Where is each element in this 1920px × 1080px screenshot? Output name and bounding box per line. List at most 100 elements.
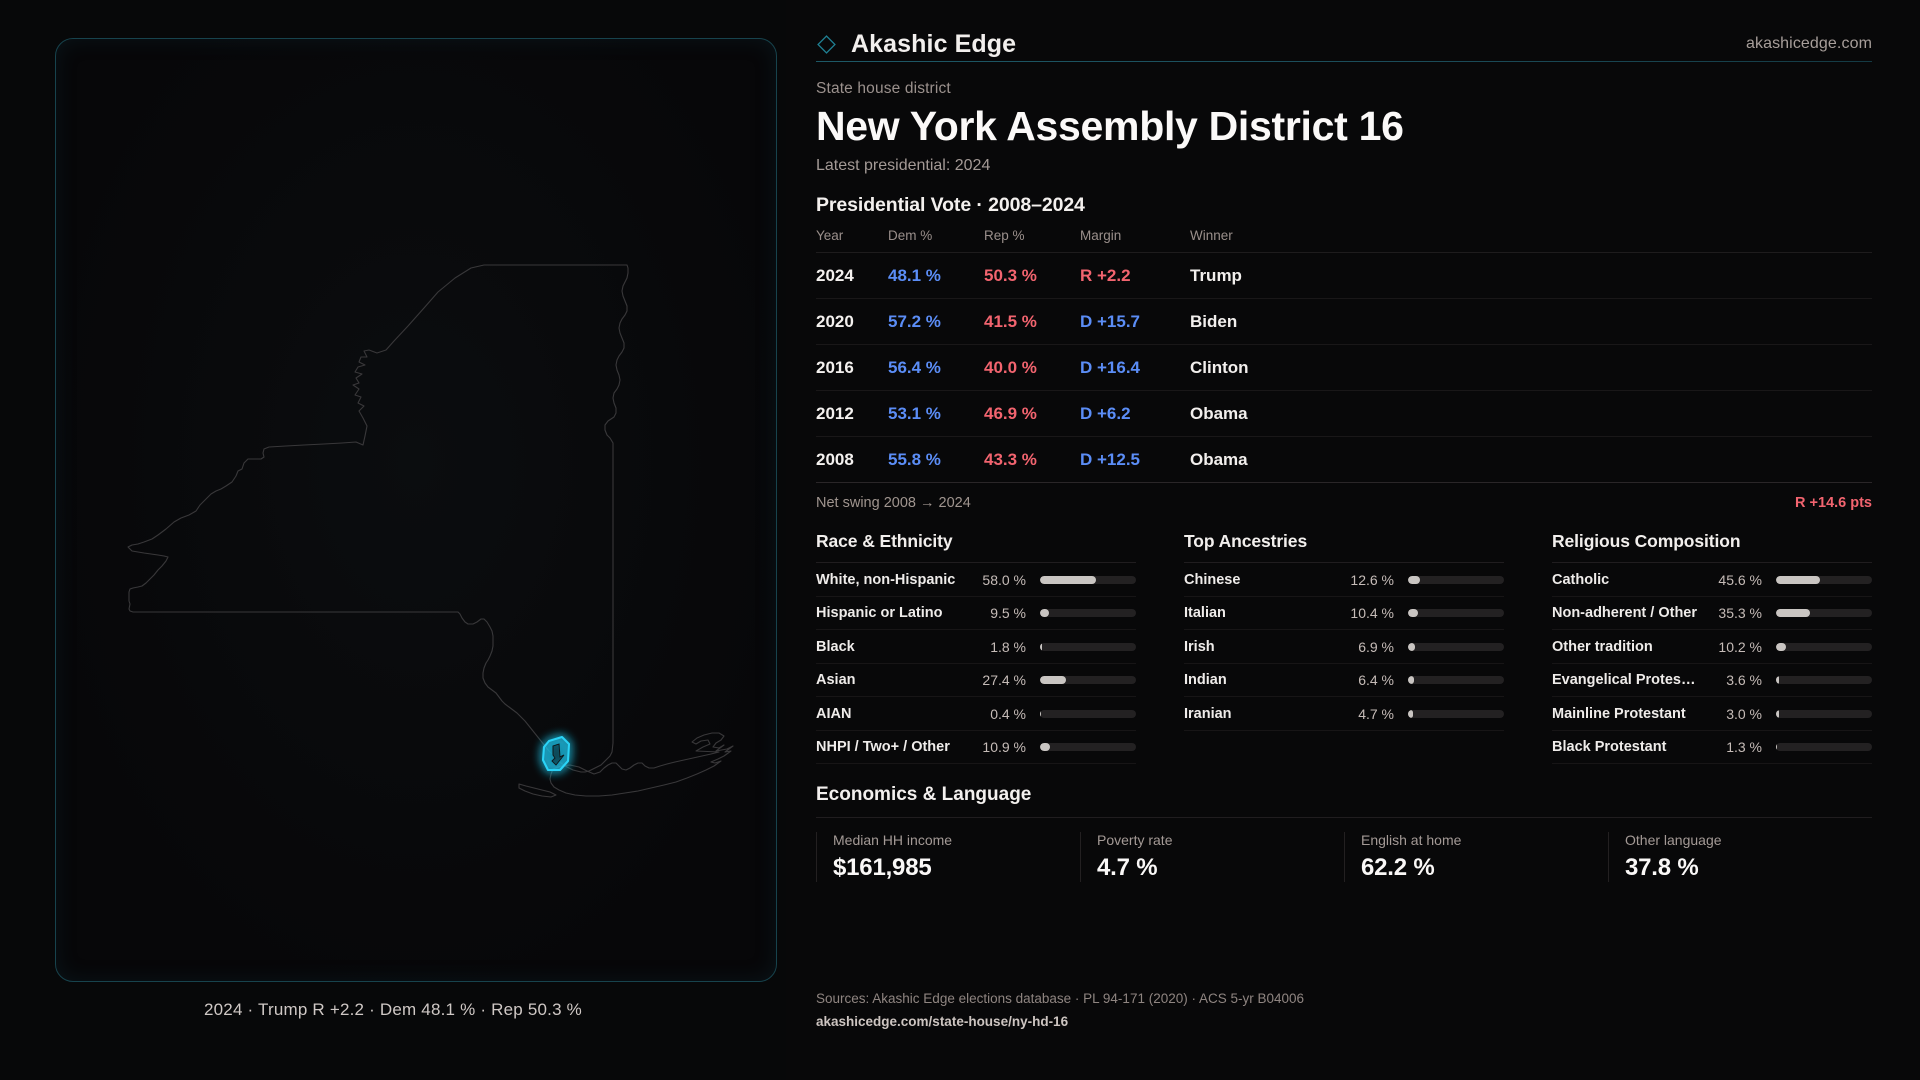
demographic-row: Italian 10.4 %	[1184, 597, 1504, 631]
cell-dem: 57.2 %	[888, 298, 984, 346]
demographic-value: 1.8 %	[990, 638, 1026, 655]
demographic-value: 27.4 %	[982, 672, 1026, 689]
demographic-bar	[1776, 642, 1872, 651]
brand-name: Akashic Edge	[851, 29, 1017, 58]
demographic-row: Iranian 4.7 %	[1184, 697, 1504, 731]
page-eyebrow: State house district	[816, 80, 951, 97]
demographic-row: Black Protestant 1.3 %	[1552, 731, 1872, 765]
economics-strip: Median HH income $161,985 Poverty rate 4.7 …	[816, 817, 1872, 883]
demographic-bar	[1040, 575, 1136, 584]
cell-margin: D +6.2	[1080, 390, 1190, 438]
demographic-bar	[1040, 609, 1136, 618]
demographic-label: Indian	[1184, 672, 1227, 689]
cell-rep: 40.0 %	[984, 344, 1080, 392]
demographic-value: 6.9 %	[1358, 638, 1394, 655]
cell-margin: D +15.7	[1080, 298, 1190, 346]
brand-site-url[interactable]: akashicedge.com	[1745, 35, 1872, 52]
economics-cell: English at home 62.2 %	[1344, 832, 1608, 883]
highlighted-district-marker[interactable]	[541, 735, 571, 772]
header-divider	[816, 61, 1872, 62]
vote-section-title: Presidential Vote · 2008–2024	[816, 194, 1085, 217]
cell-winner: Trump	[1190, 252, 1872, 300]
long-island-path	[518, 732, 734, 798]
demographics-columns: Race & Ethnicity White, non-Hispanic 58.0 …	[816, 531, 1872, 765]
demographic-bar	[1040, 676, 1136, 685]
demographic-column: Top Ancestries Chinese 12.6 % Italian 10.4 %…	[1184, 531, 1504, 764]
economics-label: Other language	[1625, 832, 1722, 849]
economics-label: Median HH income	[833, 832, 953, 849]
new-york-state-map[interactable]	[56, 39, 778, 983]
demographic-value: 0.4 %	[990, 705, 1026, 722]
demographic-bar	[1408, 709, 1504, 718]
demographic-row: Indian 6.4 %	[1184, 664, 1504, 698]
demographic-bar	[1776, 609, 1872, 618]
table-row: 2012 53.1 % 46.9 % D +6.2 Obama	[816, 390, 1872, 438]
economics-value: 37.8 %	[1625, 854, 1699, 882]
demographic-value: 3.0 %	[1726, 705, 1762, 722]
net-swing-value: R +14.6 pts	[1795, 495, 1872, 512]
cell-rep: 41.5 %	[984, 298, 1080, 346]
footer-sources: Sources: Akashic Edge elections database…	[816, 990, 1305, 1006]
diamond-outline-icon	[817, 34, 836, 54]
demographic-bar	[1776, 575, 1872, 584]
demographic-label: Hispanic or Latino	[816, 605, 943, 622]
col-header-winner: Winner	[1190, 228, 1872, 254]
demographic-row: Black 1.8 %	[816, 630, 1136, 664]
economics-cell: Median HH income $161,985	[816, 832, 1080, 883]
footer-link[interactable]: akashicedge.com/state-house/ny-hd-16	[816, 1014, 1069, 1030]
demographic-bar	[1040, 743, 1136, 752]
demographic-label: Chinese	[1184, 571, 1241, 588]
demographic-value: 35.3 %	[1718, 605, 1762, 622]
cell-dem: 48.1 %	[888, 252, 984, 300]
demographic-row: AIAN 0.4 %	[816, 697, 1136, 731]
demographic-row: Evangelical Protestant 3.6 %	[1552, 664, 1872, 698]
table-row: 2020 57.2 % 41.5 % D +15.7 Biden	[816, 298, 1872, 346]
cell-dem: 55.8 %	[888, 436, 984, 484]
presidential-vote-table: Year Dem % Rep % Margin Winner 2024 48.1 …	[816, 228, 1872, 484]
demographic-row: Irish 6.9 %	[1184, 630, 1504, 664]
demographic-value: 4.7 %	[1358, 705, 1394, 722]
demographic-value: 10.2 %	[1718, 638, 1762, 655]
footer: Sources: Akashic Edge elections database…	[816, 987, 1304, 1034]
demographic-label: Other tradition	[1552, 638, 1653, 655]
demographic-value: 12.6 %	[1350, 571, 1394, 588]
demographic-column-heading: Race & Ethnicity	[816, 531, 1136, 564]
economics-label: Poverty rate	[1097, 832, 1173, 849]
demographic-bar	[1408, 642, 1504, 651]
map-panel: 2024 · Trump R +2.2 · Dem 48.1 % · Rep 5…	[0, 0, 786, 1080]
demographic-column: Race & Ethnicity White, non-Hispanic 58.0 …	[816, 531, 1136, 765]
demographic-row: Chinese 12.6 %	[1184, 563, 1504, 597]
map-frame	[55, 38, 777, 982]
demographic-bar	[1776, 676, 1872, 685]
demographic-label: Mainline Protestant	[1552, 705, 1686, 722]
demographic-label: Black Protestant	[1552, 739, 1667, 756]
table-row: 2016 56.4 % 40.0 % D +16.4 Clinton	[816, 344, 1872, 392]
demographic-label: Non-adherent / Other	[1552, 605, 1698, 622]
demographic-row: Mainline Protestant 3.0 %	[1552, 697, 1872, 731]
col-header-dem: Dem %	[888, 228, 984, 254]
table-header-row: Year Dem % Rep % Margin Winner	[816, 228, 1872, 254]
demographic-label: White, non-Hispanic	[816, 571, 956, 588]
demographic-bar	[1408, 575, 1504, 584]
demographic-bar	[1040, 642, 1136, 651]
cell-winner: Obama	[1190, 436, 1872, 484]
map-caption: 2024 · Trump R +2.2 · Dem 48.1 % · Rep 5…	[204, 1000, 582, 1019]
demographic-value: 45.6 %	[1718, 571, 1762, 588]
economics-heading: Economics & Language	[816, 784, 1032, 806]
state-outline-path	[127, 264, 629, 773]
demographic-label: AIAN	[816, 705, 852, 722]
demographic-row: Catholic 45.6 %	[1552, 563, 1872, 597]
brand-logo-group[interactable]: Akashic Edge	[816, 30, 1016, 59]
page-subtitle: Latest presidential: 2024	[816, 157, 991, 175]
demographic-bar	[1408, 676, 1504, 685]
demographic-value: 10.4 %	[1350, 605, 1394, 622]
economics-cell: Other language 37.8 %	[1608, 832, 1872, 883]
demographic-bar	[1776, 743, 1872, 752]
cell-dem: 53.1 %	[888, 390, 984, 438]
economics-value: 62.2 %	[1361, 854, 1435, 882]
demographic-row: Asian 27.4 %	[816, 664, 1136, 698]
demographic-value: 6.4 %	[1358, 672, 1394, 689]
demographic-value: 1.3 %	[1726, 739, 1762, 756]
cell-year: 2016	[816, 344, 888, 392]
cell-margin: D +16.4	[1080, 344, 1190, 392]
